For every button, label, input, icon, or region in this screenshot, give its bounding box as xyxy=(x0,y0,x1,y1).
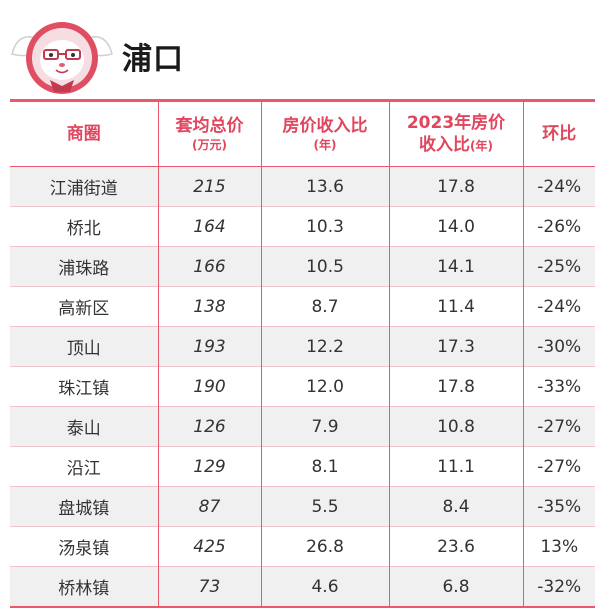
cell-area: 顶山 xyxy=(10,326,159,367)
cell-area: 盘城镇 xyxy=(10,486,159,527)
cell-ratio: 26.8 xyxy=(261,526,390,567)
header-ratio-unit: (年) xyxy=(313,138,337,152)
price-income-table: 商圈 套均总价 (万元) 房价收入比 (年) 2023年房价 收入比(年) 环比… xyxy=(10,99,595,608)
cell-ratio-2023: 10.8 xyxy=(389,406,524,447)
cell-area: 浦珠路 xyxy=(10,246,159,287)
cell-ratio-2023: 14.1 xyxy=(389,246,524,287)
rabbit-mascot-icon xyxy=(11,22,113,94)
cell-area: 珠江镇 xyxy=(10,366,159,407)
cell-ratio: 13.6 xyxy=(261,166,390,207)
cell-ratio: 8.1 xyxy=(261,446,390,487)
cell-ratio: 4.6 xyxy=(261,566,390,607)
table-row: 珠江镇 190 12.0 17.8 -33% xyxy=(10,366,595,407)
cell-ratio: 10.5 xyxy=(261,246,390,287)
cell-avg-price: 138 xyxy=(158,286,262,327)
cell-ratio-2023: 6.8 xyxy=(389,566,524,607)
cell-ratio: 12.2 xyxy=(261,326,390,367)
table-row: 高新区 138 8.7 11.4 -24% xyxy=(10,286,595,327)
header-avg-price: 套均总价 (万元) xyxy=(158,100,262,167)
cell-change: -25% xyxy=(537,256,582,277)
cell-area: 高新区 xyxy=(10,286,159,327)
cell-avg-price: 87 xyxy=(158,486,262,527)
table-row: 盘城镇 87 5.5 8.4 -35% xyxy=(10,486,595,527)
table-row: 桥北 164 10.3 14.0 -26% xyxy=(10,206,595,247)
cell-change: -35% xyxy=(537,496,582,517)
cell-change: -27% xyxy=(537,456,582,477)
cell-avg-price: 126 xyxy=(158,406,262,447)
cell-ratio-2023: 14.0 xyxy=(389,206,524,247)
header-2023-ratio: 2023年房价 收入比(年) xyxy=(389,100,524,167)
cell-change: 13% xyxy=(540,536,579,557)
cell-avg-price: 164 xyxy=(158,206,262,247)
cell-change: -30% xyxy=(537,336,582,357)
cell-change: -27% xyxy=(537,416,582,437)
cell-avg-price: 129 xyxy=(158,446,262,487)
cell-area: 桥北 xyxy=(10,206,159,247)
table-row: 浦珠路 166 10.5 14.1 -25% xyxy=(10,246,595,287)
header-avg-price-unit: (万元) xyxy=(192,138,227,152)
table-header-row: 商圈 套均总价 (万元) 房价收入比 (年) 2023年房价 收入比(年) 环比 xyxy=(10,100,595,167)
table-row: 泰山 126 7.9 10.8 -27% xyxy=(10,406,595,447)
cell-area: 沿江 xyxy=(10,446,159,487)
cell-avg-price: 166 xyxy=(158,246,262,287)
header-2023-ratio-unit: (年) xyxy=(470,138,493,153)
table-row: 江浦街道 215 13.6 17.8 -24% xyxy=(10,166,595,207)
table-row: 沿江 129 8.1 11.1 -27% xyxy=(10,446,595,487)
cell-avg-price: 193 xyxy=(158,326,262,367)
cell-avg-price: 425 xyxy=(158,526,262,567)
table-row: 顶山 193 12.2 17.3 -30% xyxy=(10,326,595,367)
cell-ratio: 10.3 xyxy=(261,206,390,247)
table-row: 桥林镇 73 4.6 6.8 -32% xyxy=(10,566,595,607)
cell-area: 泰山 xyxy=(10,406,159,447)
cell-ratio-2023: 11.1 xyxy=(389,446,524,487)
cell-change: -24% xyxy=(537,176,582,197)
cell-ratio-2023: 17.8 xyxy=(389,166,524,207)
cell-area: 江浦街道 xyxy=(10,166,159,207)
cell-ratio-2023: 17.3 xyxy=(389,326,524,367)
page-header: 浦口 xyxy=(0,0,600,98)
cell-avg-price: 215 xyxy=(158,166,262,207)
header-change: 环比 xyxy=(542,124,577,144)
cell-ratio: 5.5 xyxy=(261,486,390,527)
cell-ratio-2023: 8.4 xyxy=(389,486,524,527)
cell-area: 桥林镇 xyxy=(10,566,159,607)
page-title: 浦口 xyxy=(122,42,184,77)
cell-avg-price: 73 xyxy=(158,566,262,607)
cell-avg-price: 190 xyxy=(158,366,262,407)
cell-ratio: 8.7 xyxy=(261,286,390,327)
cell-change: -24% xyxy=(537,296,582,317)
table-row: 汤泉镇 425 26.8 23.6 13% xyxy=(10,526,595,567)
cell-ratio-2023: 17.8 xyxy=(389,366,524,407)
cell-ratio-2023: 23.6 xyxy=(389,526,524,567)
cell-area: 汤泉镇 xyxy=(10,526,159,567)
cell-ratio: 7.9 xyxy=(261,406,390,447)
cell-change: -33% xyxy=(537,376,582,397)
cell-change: -32% xyxy=(537,576,582,597)
header-area: 商圈 xyxy=(10,100,159,167)
cell-ratio: 12.0 xyxy=(261,366,390,407)
cell-ratio-2023: 11.4 xyxy=(389,286,524,327)
header-price-income-ratio: 房价收入比 (年) xyxy=(261,100,390,167)
cell-change: -26% xyxy=(537,216,582,237)
